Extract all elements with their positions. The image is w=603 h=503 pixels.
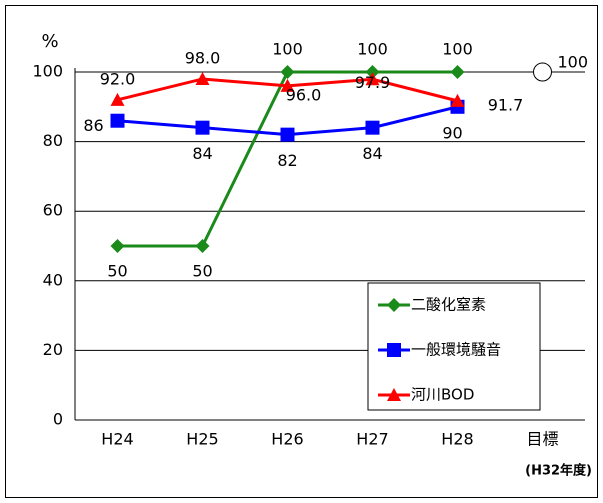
data-label: 82	[277, 151, 297, 170]
marker	[365, 120, 380, 135]
data-label: 92.0	[100, 69, 136, 88]
x-tick-label: H27	[356, 430, 388, 449]
marker	[387, 343, 401, 357]
y-tick-label: 0	[53, 410, 63, 429]
x-tick-label: 目標	[526, 430, 558, 449]
data-label: 97.9	[355, 73, 391, 92]
data-label: 100	[442, 40, 473, 59]
marker	[450, 93, 465, 107]
marker	[450, 65, 465, 79]
x-tick-label: H28	[441, 430, 473, 449]
marker	[110, 239, 125, 253]
x-tick-label: H25	[186, 430, 218, 449]
marker	[280, 65, 295, 79]
data-label: 86	[83, 116, 103, 135]
target-label: 100	[558, 53, 589, 72]
data-label: 50	[107, 262, 127, 281]
x-tick-label: H26	[271, 430, 303, 449]
data-label: 84	[362, 144, 382, 163]
y-tick-label: 80	[43, 131, 63, 150]
y-tick-label: 20	[43, 340, 63, 359]
marker	[387, 298, 401, 312]
marker	[387, 388, 401, 401]
y-tick-label: 40	[43, 270, 63, 289]
marker	[365, 72, 380, 86]
data-label: 91.7	[488, 95, 524, 114]
data-label: 84	[192, 144, 212, 163]
data-label: 50	[192, 262, 212, 281]
data-label: 100	[357, 40, 388, 59]
marker	[195, 239, 210, 253]
data-label: 90	[442, 123, 462, 142]
legend-label: 河川BOD	[411, 386, 474, 404]
y-tick-label: 60	[43, 201, 63, 220]
data-label: 100	[272, 40, 303, 59]
marker	[195, 71, 210, 85]
marker	[365, 65, 380, 79]
marker	[110, 92, 125, 106]
data-label: 98.0	[185, 48, 221, 67]
data-label: 96.0	[286, 85, 322, 104]
legend-label: 二酸化窒素	[411, 296, 486, 314]
marker	[280, 127, 295, 142]
legend-label: 一般環境騒音	[411, 341, 501, 359]
marker	[280, 78, 295, 92]
frame	[5, 5, 598, 498]
note: (H32年度)	[525, 463, 592, 479]
marker	[195, 120, 210, 135]
y-tick-label: 100	[32, 62, 63, 81]
y-axis-label: %	[41, 31, 58, 52]
marker	[110, 113, 125, 128]
target-marker	[533, 62, 552, 82]
x-tick-label: H24	[101, 430, 133, 449]
